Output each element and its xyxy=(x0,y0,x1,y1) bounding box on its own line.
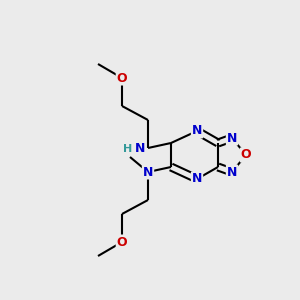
Text: N: N xyxy=(192,172,202,185)
Text: O: O xyxy=(117,71,127,85)
Text: O: O xyxy=(117,236,127,248)
Text: N: N xyxy=(227,131,237,145)
Text: O: O xyxy=(241,148,251,161)
Text: N: N xyxy=(227,166,237,178)
Text: N: N xyxy=(192,124,202,137)
Text: N: N xyxy=(135,142,145,154)
Text: N: N xyxy=(143,166,153,178)
Text: H: H xyxy=(123,144,133,154)
